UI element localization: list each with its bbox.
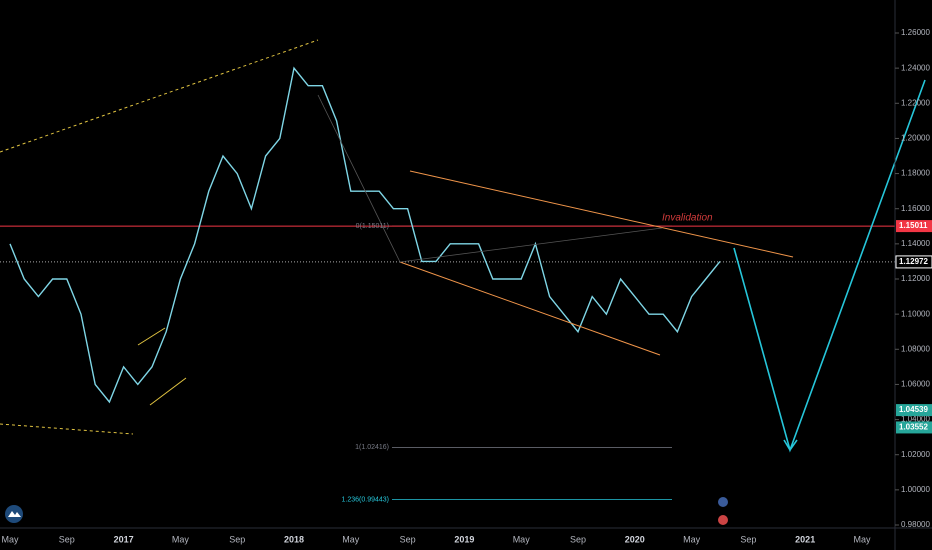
y-tick-label: 1.14000 [901, 239, 930, 248]
x-tick-label: May [513, 534, 531, 544]
price-tag [895, 255, 932, 269]
x-tick-label: 2020 [625, 534, 645, 544]
channel-line [409, 170, 794, 258]
trendline [137, 327, 166, 346]
price-tag-label: 1.03552 [899, 423, 928, 432]
y-tick-label: 1.16000 [901, 204, 930, 213]
event-icon[interactable] [718, 497, 728, 507]
price-tag-label: 1.12972 [899, 257, 928, 266]
price-tag-label: 1.04539 [899, 405, 928, 414]
y-tick-label: 1.00000 [901, 485, 930, 494]
x-tick-label: Sep [400, 534, 416, 544]
y-tick-label: 1.20000 [901, 134, 930, 143]
y-tick-label: 1.08000 [901, 344, 930, 353]
y-tick-label: 1.24000 [901, 63, 930, 72]
x-tick-label: Sep [229, 534, 245, 544]
x-tick-label: May [342, 534, 360, 544]
fib-label: 1.236(0.99443) [342, 496, 389, 503]
y-tick-label: 1.06000 [901, 380, 930, 389]
x-tick-label: Sep [570, 534, 586, 544]
event-icon[interactable] [718, 515, 728, 525]
price-tag [896, 421, 932, 434]
x-tick-label: 2021 [795, 534, 815, 544]
x-tick-label: May [172, 534, 190, 544]
y-tick-label: 1.04000 [901, 415, 930, 424]
y-tick-label: 1.26000 [901, 28, 930, 37]
fib-trend [317, 94, 663, 263]
trendline [149, 377, 187, 406]
x-tick-label: May [853, 534, 871, 544]
fib-label: 0(1.15011) [356, 223, 389, 230]
price-tag [896, 404, 932, 417]
trendline [0, 39, 319, 153]
y-tick-label: 0.98000 [901, 520, 930, 529]
y-tick-label: 1.22000 [901, 98, 930, 107]
x-tick-label: 2018 [284, 534, 304, 544]
channel-line [399, 261, 661, 356]
trendline [0, 423, 134, 435]
y-tick-label: 1.10000 [901, 309, 930, 318]
x-tick-label: Sep [740, 534, 756, 544]
y-tick-label: 1.02000 [901, 450, 930, 459]
x-tick-label: May [683, 534, 701, 544]
y-tick-label: 1.18000 [901, 169, 930, 178]
logo-icon [8, 511, 21, 517]
fib-label: 1(1.02416) [355, 444, 389, 451]
x-tick-label: Sep [59, 534, 75, 544]
price-tag [896, 220, 932, 233]
x-tick-label: May [1, 534, 19, 544]
x-tick-label: 2017 [114, 534, 134, 544]
price-tag-label: 1.15011 [899, 221, 928, 230]
y-tick-label: 1.12000 [901, 274, 930, 283]
projection-arrow [783, 439, 798, 452]
x-tick-label: 2019 [454, 534, 474, 544]
annotation: Invalidation [662, 213, 713, 224]
